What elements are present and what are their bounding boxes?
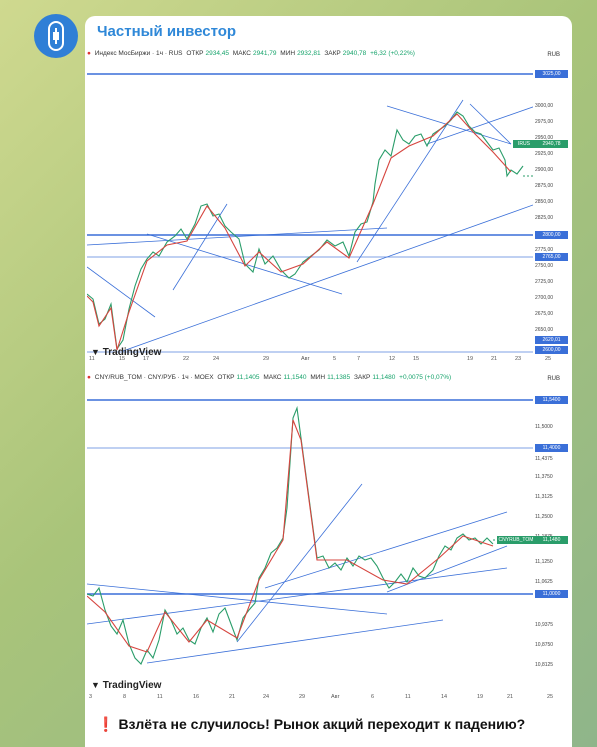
chart1-symbol: Индекс МосБиржи · 1ч · RUS xyxy=(95,50,183,57)
chart2-price-symbol: CNYRUB_TOM xyxy=(497,536,535,544)
chart2-plot xyxy=(87,388,533,688)
channel-avatar[interactable] xyxy=(34,14,78,58)
chart2-tradingview-logo: ▼ TradingView xyxy=(91,680,161,691)
chart2-currency: RUB xyxy=(547,376,560,382)
cny-rub-chart[interactable]: ● CNY/RUB_TOM · CNY/РУБ · 1ч · MOEX ОТКР… xyxy=(87,374,568,702)
chart2-tag-low: 11,0000 xyxy=(535,590,568,598)
chart2-price-tag: 11,1480 xyxy=(535,536,568,544)
info-candle-icon xyxy=(43,19,69,53)
chart1-plot xyxy=(87,64,533,354)
chart1-tradingview-logo: ▼ TradingView xyxy=(91,347,161,358)
exclamation-icon: ❗ xyxy=(97,716,114,732)
chart1-tag-top: 3025,00 xyxy=(535,70,568,78)
chart2-symbol: CNY/RUB_TOM · CNY/РУБ · 1ч · MOEX xyxy=(95,374,214,381)
chart2-tag-top: 11,5400 xyxy=(535,396,568,404)
chart1-header: ● Индекс МосБиржи · 1ч · RUS ОТКР 2934,45… xyxy=(87,50,417,64)
chart1-currency: RUB xyxy=(547,52,560,58)
message-caption: ❗ Взлёта не случилось! Рынок акций перехо… xyxy=(97,716,525,733)
moex-index-chart[interactable]: ● Индекс МосБиржи · 1ч · RUS ОТКР 2934,45… xyxy=(87,50,568,365)
chart1-tag-mid: 2800,00 xyxy=(535,231,568,239)
chart1-price-tag: 2940,78 xyxy=(535,140,568,148)
caption-text: Взлёта не случилось! Рынок акций переход… xyxy=(118,716,525,732)
chart1-tag-bottom: 2600,00 xyxy=(535,346,568,354)
message-card: Частный инвестор ● Индекс МосБиржи · 1ч … xyxy=(85,16,572,747)
chart1-tag-low: 2620,01 xyxy=(535,336,568,344)
channel-name[interactable]: Частный инвестор xyxy=(97,23,236,40)
chart1-tag-mid2: 2765,00 xyxy=(535,253,568,261)
chart2-header: ● CNY/RUB_TOM · CNY/РУБ · 1ч · MOEX ОТКР… xyxy=(87,374,453,388)
chart2-tag-mid: 11,4000 xyxy=(535,444,568,452)
chart1-price-symbol: IRUS xyxy=(513,140,535,148)
